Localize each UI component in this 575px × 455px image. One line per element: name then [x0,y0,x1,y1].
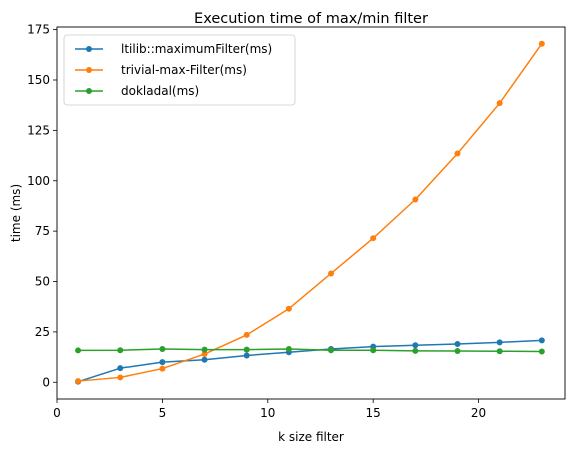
data-point [496,100,503,107]
legend-label: trivial-max-Filter(ms) [121,63,247,77]
x-tick-label: 10 [260,406,275,420]
series-2 [75,40,545,385]
data-point [285,305,292,312]
plot-area [56,26,566,400]
series-line [78,43,543,382]
y-tick-label: 125 [27,123,50,137]
data-point [159,346,166,353]
legend-item: ltilib::maximumFilter(ms) [75,42,272,56]
legend-item: trivial-max-Filter(ms) [75,63,247,77]
data-point [328,347,335,354]
legend-swatch-marker [86,46,92,52]
legend-label: dokladal(ms) [121,84,199,98]
data-point [75,347,82,354]
data-point [117,374,124,381]
data-point [201,346,208,353]
x-axis-label: k size filter [278,430,344,444]
data-point [454,150,461,157]
data-point [75,378,82,385]
data-point [496,348,503,355]
data-point [201,356,208,363]
y-tick-label: 175 [27,23,50,37]
data-point [538,348,545,355]
data-point [243,331,250,338]
series-3 [75,346,545,355]
data-point [117,347,124,354]
series-line [77,339,542,383]
data-point [538,40,545,47]
legend-swatch-marker [86,67,92,73]
legend-swatch-marker [86,88,92,94]
data-point [370,235,377,242]
data-point [538,337,545,344]
data-point [412,196,419,203]
x-tick-label: 0 [53,406,61,420]
y-axis-label: time (ms) [9,184,23,242]
series-layer [75,40,545,385]
data-point [412,342,419,349]
data-point [285,346,292,353]
y-tick-label: 150 [27,73,50,87]
data-point [243,352,250,359]
data-point [454,348,461,355]
x-tick-label: 15 [366,406,381,420]
data-point [159,359,166,366]
legend-label: ltilib::maximumFilter(ms) [121,42,272,56]
series-1 [75,337,545,385]
y-tick-label: 50 [35,275,50,289]
data-point [454,340,461,347]
y-tick-label: 25 [35,325,50,339]
y-tick-label: 100 [27,174,50,188]
x-tick-label: 5 [159,406,167,420]
legend-item: dokladal(ms) [75,84,199,98]
data-point [370,347,377,354]
data-point [117,365,124,372]
x-axis: 0 5 10 15 20 [53,399,486,420]
y-tick-label: 75 [35,224,50,238]
y-tick-label: 0 [42,375,50,389]
legend-frame [63,34,296,106]
data-point [412,347,419,354]
y-axis: 0 25 50 75 100 125 150 175 [27,23,57,389]
data-point [159,365,166,372]
data-point [328,270,335,277]
data-point [496,339,503,346]
data-point [243,346,250,353]
x-tick-label: 20 [471,406,486,420]
series-line [78,348,542,353]
chart-title: Execution time of max/min filter [194,11,428,27]
data-point [201,351,208,358]
legend: ltilib::maximumFilter(ms)trivial-max-Fil… [63,34,296,106]
